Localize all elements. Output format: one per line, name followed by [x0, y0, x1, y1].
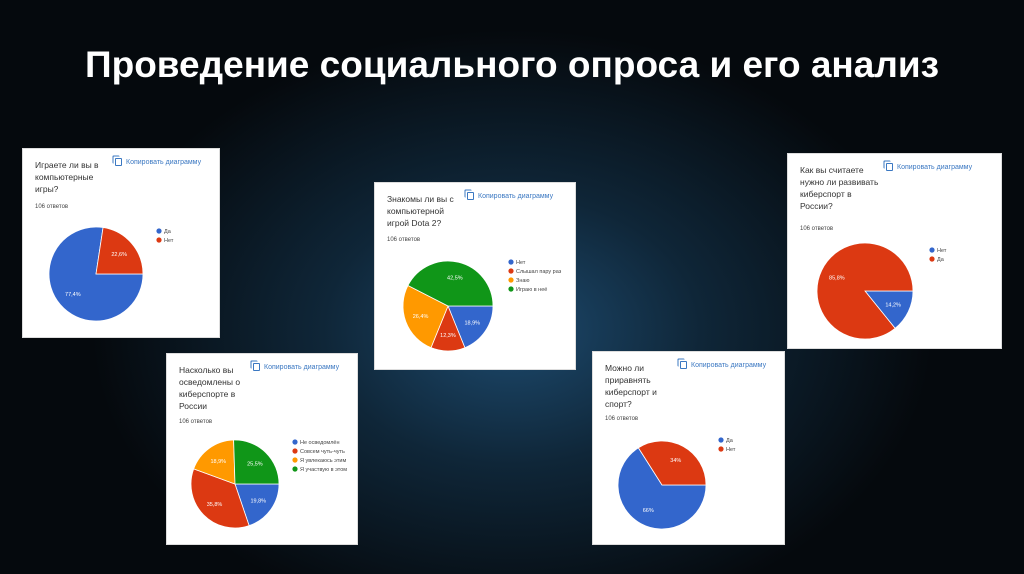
copy-icon — [467, 192, 474, 200]
copy-chart-button[interactable]: Копировать диаграмму — [115, 158, 201, 166]
response-count: 106 ответов — [605, 416, 639, 422]
response-count: 106 ответов — [387, 237, 421, 243]
legend-label: Играю в неё — [516, 287, 547, 293]
copy-chart-button[interactable]: Копировать диаграмму — [253, 363, 339, 371]
legend-marker — [292, 466, 298, 472]
legend-marker — [292, 439, 298, 445]
legend-label: Слышал пару раз — [516, 269, 562, 275]
chart-card: Знакомы ли вы с компьютерной игрой Dota … — [374, 182, 576, 370]
chart-title: Насколько вы осведомлены о киберспорте в… — [179, 365, 241, 411]
pie-slice[interactable] — [95, 227, 144, 275]
legend-marker — [156, 237, 162, 243]
legend-marker — [156, 228, 162, 234]
legend-label: Я участвую в этом — [300, 467, 347, 473]
copy-chart-button[interactable]: Копировать диаграмму — [680, 361, 766, 369]
copy-icon — [115, 158, 122, 166]
pie-slice[interactable] — [193, 439, 236, 485]
legend-label: Я увлекаюсь этим — [300, 458, 346, 464]
slice-label: 77,4% — [65, 292, 81, 298]
legend-marker — [508, 268, 514, 274]
legend-label: Нет — [516, 260, 526, 266]
legend-marker — [718, 446, 724, 452]
copy-icon — [886, 163, 893, 171]
legend-marker — [508, 277, 514, 283]
chart-title: Можно ли приравнять киберспорт и спорт? — [605, 363, 657, 409]
pie-chart: 19,8% Не осведомлён 35,8% Совсем чуть-чуть 1… — [190, 439, 347, 529]
chart-title: Знакомы ли вы с компьютерной игрой Dota … — [387, 194, 454, 228]
slice-label: 34% — [670, 458, 681, 464]
pie-chart: 77,4% Да 22,6% Нет — [48, 226, 174, 322]
pie-chart: 66% Да 34% Нет — [617, 437, 736, 530]
legend-marker — [292, 448, 298, 454]
slice-label: 35,8% — [207, 502, 223, 508]
slice-label: 12,3% — [440, 333, 456, 339]
slice-label: 85,8% — [829, 276, 845, 282]
slice-label: 25,5% — [247, 461, 263, 467]
legend-label: Да — [937, 257, 945, 263]
copy-label: Копировать диаграмму — [897, 163, 973, 171]
legend-marker — [508, 259, 514, 265]
pie-slice[interactable] — [447, 305, 494, 349]
copy-label: Копировать диаграмму — [478, 192, 554, 200]
pie-slice[interactable] — [233, 439, 280, 485]
slice-label: 18,9% — [464, 320, 480, 326]
legend-marker — [718, 437, 724, 443]
pie-slice[interactable] — [637, 440, 707, 486]
slice-label: 66% — [643, 508, 654, 514]
slice-label: 14,2% — [885, 302, 901, 308]
pie-slice[interactable] — [402, 284, 449, 349]
legend-marker — [508, 286, 514, 292]
response-count: 106 ответов — [35, 204, 69, 210]
legend-label: Нет — [164, 238, 174, 244]
copy-label: Копировать диаграмму — [126, 158, 202, 166]
slice-label: 19,8% — [250, 499, 266, 505]
slice-label: 18,9% — [210, 459, 226, 465]
pie-chart: 14,2% Нет 85,8% Да — [816, 242, 947, 340]
pie-chart: 18,9% Нет 12,3% Слышал пару раз 26,4% Знаю 42,… — [402, 259, 562, 352]
copy-chart-button[interactable]: Копировать диаграмму — [467, 192, 553, 200]
legend-label: Да — [726, 438, 734, 444]
copy-label: Копировать диаграмму — [691, 361, 767, 369]
copy-chart-button[interactable]: Копировать диаграмму — [886, 163, 972, 171]
legend-label: Да — [164, 229, 172, 235]
pie-slice[interactable] — [617, 447, 707, 530]
chart-title: Как вы считаете нужно ли развивать кибер… — [800, 165, 879, 211]
chart-card: Можно ли приравнять киберспорт и спорт? … — [592, 351, 785, 545]
legend-label: Нет — [726, 447, 736, 453]
pie-slice[interactable] — [816, 242, 914, 340]
slice-label: 22,6% — [111, 252, 127, 258]
chart-card: Как вы считаете нужно ли развивать кибер… — [787, 153, 1002, 349]
slide-title: Проведение социального опроса и его анал… — [85, 44, 939, 85]
legend-label: Нет — [937, 248, 947, 254]
response-count: 106 ответов — [179, 419, 213, 425]
legend-marker — [929, 247, 935, 253]
copy-label: Копировать диаграмму — [264, 363, 340, 371]
legend-label: Знаю — [516, 278, 530, 284]
legend-marker — [292, 457, 298, 463]
legend-label: Не осведомлён — [300, 440, 340, 446]
slice-label: 42,5% — [447, 276, 463, 282]
legend-marker — [929, 256, 935, 262]
chart-card: Играете ли вы в компьютерные игры? Копир… — [22, 148, 220, 338]
copy-icon — [253, 363, 260, 371]
chart-title: Играете ли вы в компьютерные игры? — [35, 160, 99, 194]
chart-card: Насколько вы осведомлены о киберспорте в… — [166, 353, 358, 545]
copy-icon — [680, 361, 687, 369]
response-count: 106 ответов — [800, 226, 834, 232]
pie-slice[interactable] — [407, 260, 494, 307]
slice-label: 26,4% — [413, 314, 429, 320]
pie-slice[interactable] — [190, 468, 250, 529]
legend-label: Совсем чуть-чуть — [300, 449, 345, 455]
